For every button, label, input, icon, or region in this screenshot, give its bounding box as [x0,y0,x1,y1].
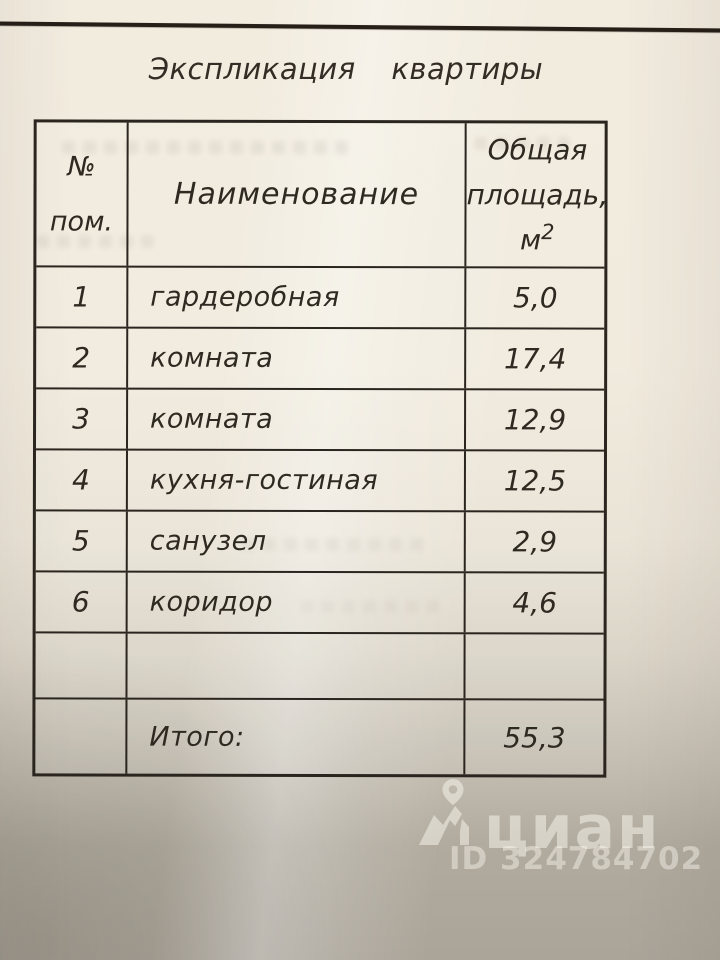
table-row: 3 комната 12,9 [35,389,605,452]
header-area-line2: площадь, [466,178,609,212]
table-row: 6 коридор 4,6 [35,572,604,635]
room-area-cell [465,634,603,698]
header-name: Наименование [128,122,467,267]
room-number-cell [35,633,128,698]
room-number-cell: 2 [36,328,129,388]
total-empty-cell [35,699,128,774]
room-area-cell: 4,6 [512,586,557,620]
room-area-cell: 5,0 [513,281,558,315]
room-number-cell: 4 [35,450,128,510]
table-row: 1 гардеробная 5,0 [36,267,605,330]
sheet-edge-line [0,21,720,33]
room-name-cell: санузел [127,511,466,572]
room-name-cell [127,633,466,699]
room-area-cell: 2,9 [512,525,558,559]
watermark-id: ID 324784702 [449,841,704,877]
table-row: 5 санузел 2,9 [35,511,604,574]
room-name-cell: кухня-гостиная [127,450,466,511]
header-room-number-sign: № [67,150,96,183]
cian-roof-logo-icon [417,779,477,847]
room-number-cell: 6 [35,572,128,632]
room-name-cell: комната [128,328,467,389]
location-pin-icon [442,779,464,806]
room-area-cell: 17,4 [503,342,567,376]
table-row: 2 комната 17,4 [36,328,605,391]
room-name-cell: гардеробная [128,267,467,328]
room-area-cell: 12,5 [503,464,567,498]
header-area: Общая площадь, м2 [466,123,608,266]
room-number-cell: 3 [35,389,129,449]
table-row: 4 кухня-гостиная 12,5 [35,450,604,513]
total-value-cell: 55,3 [503,720,566,755]
header-area-unit-sup: 2 [541,220,555,245]
header-area-line1: Общая [487,133,588,167]
room-number-cell: 5 [35,511,128,571]
room-name-cell: комната [127,389,467,450]
header-row: № пом. Наименование Общая площадь, м2 [36,122,608,269]
explication-table: № пом. Наименование Общая площадь, м2 1 … [32,119,608,778]
page-title: Экспликация квартиры [148,52,544,86]
watermark-brand: циан [484,793,661,863]
room-name-cell: коридор [127,572,466,633]
room-area-cell: 12,9 [503,403,567,437]
empty-row [35,633,604,701]
total-label-cell: Итого: [127,699,466,775]
room-number-cell: 1 [36,267,129,327]
total-row: Итого: 55,3 [35,699,603,775]
header-room-number-label: пом. [49,205,114,238]
header-room-number: № пом. [36,122,129,266]
header-area-unit: м2 [519,220,555,257]
